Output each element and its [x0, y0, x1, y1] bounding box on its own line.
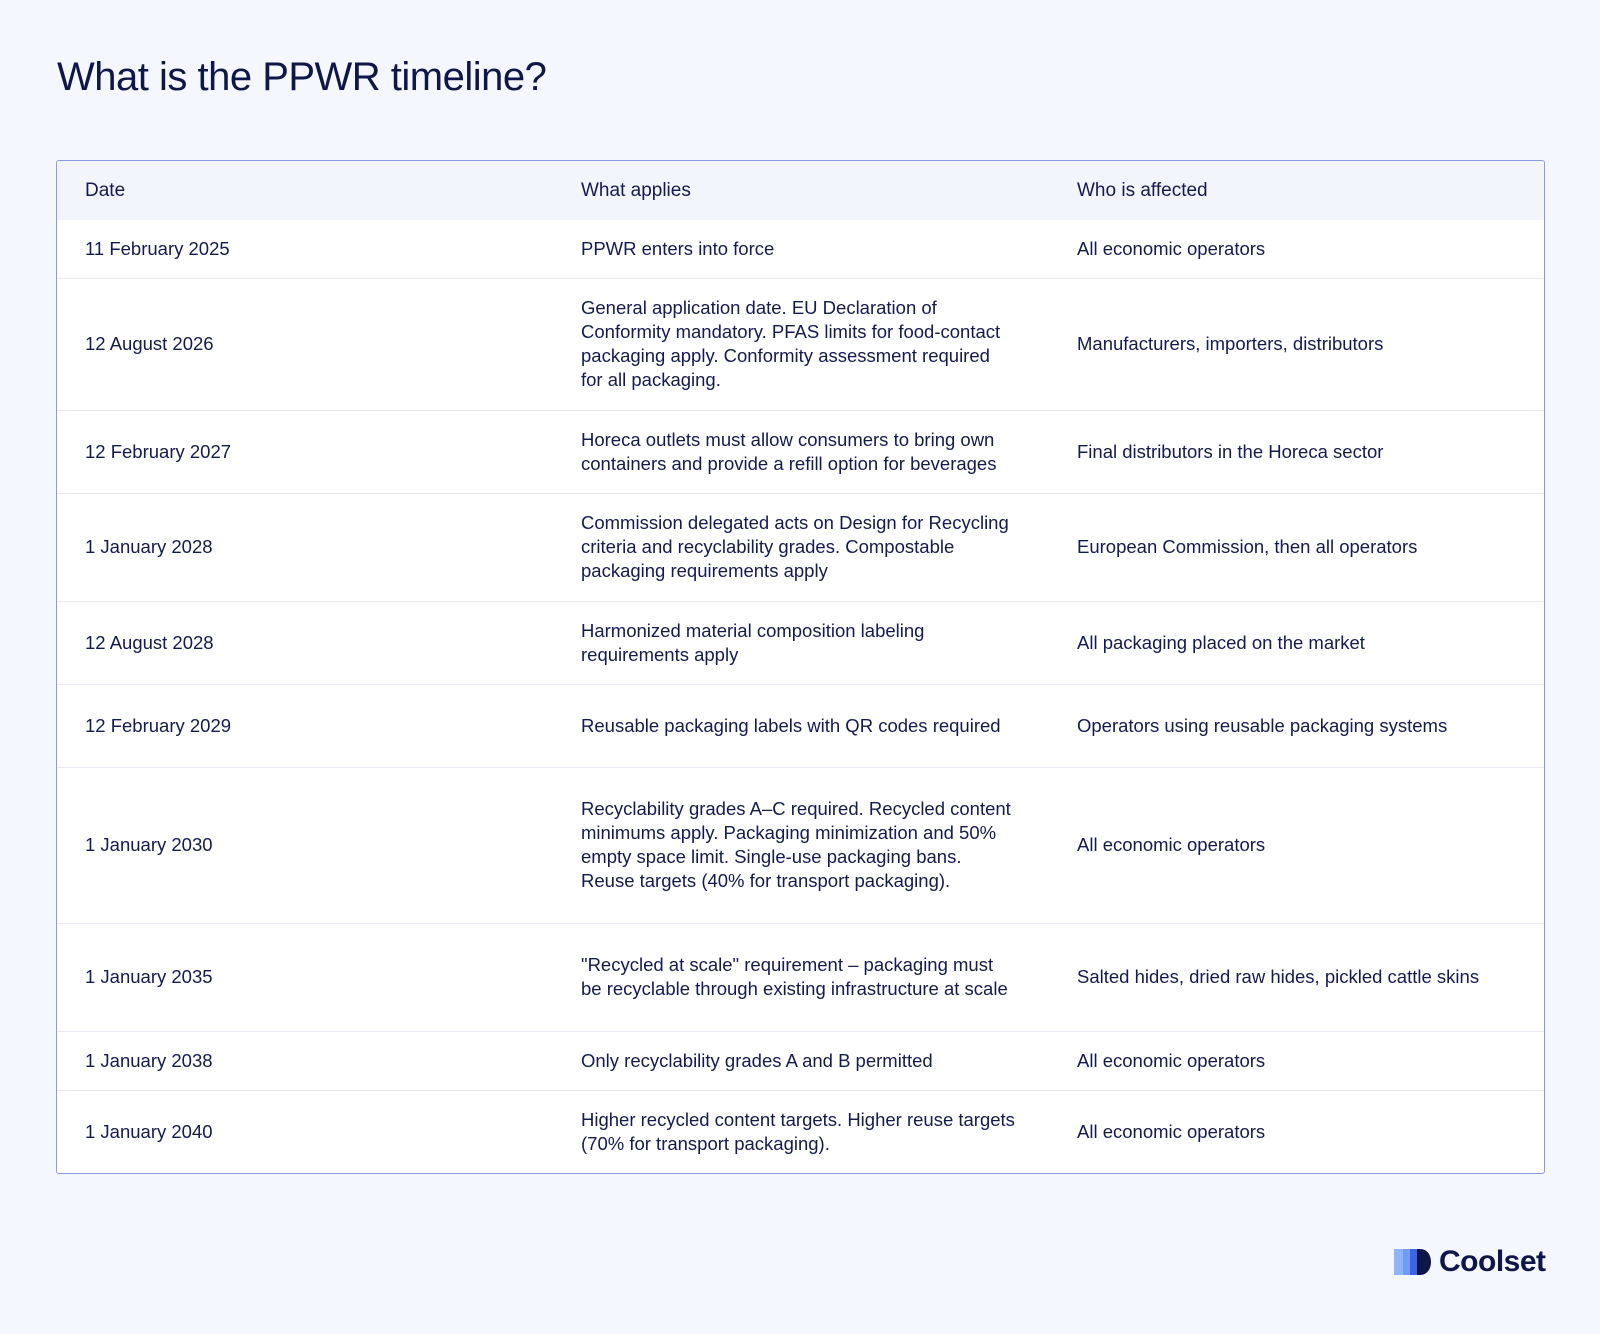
date-cell: 11 February 2025 — [85, 237, 230, 259]
applies-cell: "Recycled at scale" requirement – packag… — [553, 922, 1049, 1031]
date-cell: 1 January 2028 — [57, 492, 553, 601]
applies-cell: PPWR enters into force — [581, 237, 775, 259]
date-cell: 12 August 2028 — [57, 600, 553, 684]
column-header-what-applies: What applies — [581, 179, 691, 201]
table-row: 12 February 2029 Reusable packaging labe… — [57, 683, 1544, 767]
table-row: 12 August 2026 General application date.… — [57, 277, 1544, 410]
column-header-who-is-affected: Who is affected — [1077, 179, 1208, 201]
date-cell: 1 January 2038 — [57, 1030, 553, 1090]
table-row: 12 February 2027 Horeca outlets must all… — [57, 409, 1544, 493]
affected-cell: All economic operators — [1049, 1089, 1544, 1173]
applies-cell: General application date. EU Declaration… — [553, 277, 1049, 410]
applies-cell: Higher recycled content targets. Higher … — [553, 1089, 1049, 1173]
table-row: 12 August 2028 Harmonized material compo… — [57, 600, 1544, 684]
applies-cell: Recyclability grades A–C required. Recyc… — [553, 766, 1049, 923]
affected-cell: Final distributors in the Horeca sector — [1049, 409, 1544, 493]
date-cell: 1 January 2040 — [57, 1089, 553, 1173]
date-cell: 1 January 2035 — [57, 922, 553, 1031]
date-cell: 12 February 2029 — [57, 683, 553, 767]
applies-cell: Reusable packaging labels with QR codes … — [553, 683, 1049, 767]
affected-cell: Manufacturers, importers, distributors — [1049, 277, 1544, 410]
applies-cell: Commission delegated acts on Design for … — [553, 492, 1049, 601]
table-row: 1 January 2030 Recyclability grades A–C … — [57, 766, 1544, 923]
affected-cell: All economic operators — [1077, 237, 1266, 259]
affected-cell: All packaging placed on the market — [1049, 600, 1544, 684]
column-header-date: Date — [85, 179, 126, 201]
affected-cell: Operators using reusable packaging syste… — [1049, 683, 1544, 767]
applies-cell: Only recyclability grades A and B permit… — [553, 1030, 1049, 1090]
affected-cell: All economic operators — [1049, 766, 1544, 923]
applies-cell: Horeca outlets must allow consumers to b… — [553, 409, 1049, 493]
affected-cell: Salted hides, dried raw hides, pickled c… — [1049, 922, 1544, 1031]
page-title: What is the PPWR timeline? — [57, 55, 547, 99]
table-row: 11 February 2025 PPWR enters into force … — [57, 220, 1544, 278]
date-cell: 12 February 2027 — [57, 409, 553, 493]
table-row: 1 January 2035 "Recycled at scale" requi… — [57, 922, 1544, 1031]
timeline-table: Date What applies Who is affected 11 Feb… — [56, 160, 1545, 1174]
affected-cell: European Commission, then all operators — [1049, 492, 1544, 601]
date-cell: 12 August 2026 — [57, 277, 553, 410]
table-row: 1 January 2040 Higher recycled content t… — [57, 1089, 1544, 1173]
table-row: 1 January 2028 Commission delegated acts… — [57, 492, 1544, 601]
coolset-logo: Coolset — [1393, 1245, 1546, 1279]
affected-cell: All economic operators — [1049, 1030, 1544, 1090]
date-cell: 1 January 2030 — [57, 766, 553, 923]
applies-cell: Harmonized material composition labeling… — [553, 600, 1049, 684]
coolset-logo-icon — [1394, 1249, 1431, 1275]
brand-name: Coolset — [1439, 1245, 1546, 1278]
table-header: Date What applies Who is affected — [57, 161, 1544, 220]
table-row: 1 January 2038 Only recyclability grades… — [57, 1030, 1544, 1090]
